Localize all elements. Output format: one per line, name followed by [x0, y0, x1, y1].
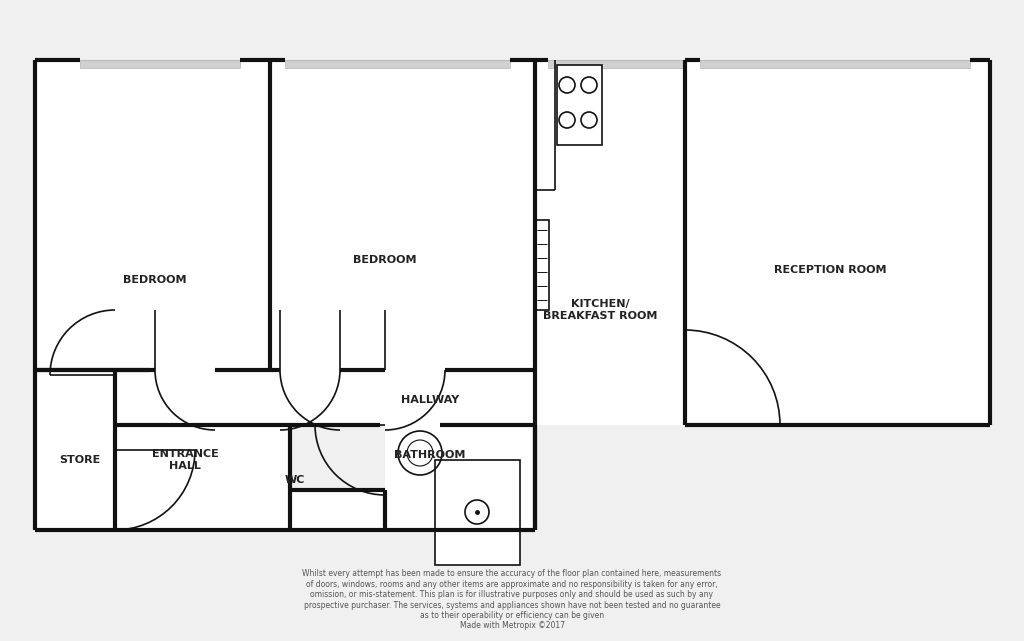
Bar: [685, 60, 990, 425]
Bar: [535, 220, 549, 310]
Bar: [385, 370, 535, 530]
Bar: [285, 60, 510, 68]
Text: BEDROOM: BEDROOM: [353, 255, 417, 265]
Text: WC: WC: [285, 475, 305, 485]
Bar: [435, 460, 520, 565]
Text: BATHROOM: BATHROOM: [394, 450, 466, 460]
Text: Whilst every attempt has been made to ensure the accuracy of the floor plan cont: Whilst every attempt has been made to en…: [302, 569, 722, 631]
Text: KITCHEN/
BREAKFAST ROOM: KITCHEN/ BREAKFAST ROOM: [543, 299, 657, 320]
Text: RECEPTION ROOM: RECEPTION ROOM: [774, 265, 886, 275]
Bar: [557, 65, 602, 145]
Text: BEDROOM: BEDROOM: [123, 275, 186, 285]
Bar: [80, 60, 240, 68]
Bar: [115, 370, 290, 530]
Bar: [35, 370, 115, 530]
Text: STORE: STORE: [59, 455, 100, 465]
Bar: [35, 60, 270, 370]
Bar: [548, 60, 685, 68]
Bar: [115, 370, 535, 425]
Text: ENTRANCE
HALL: ENTRANCE HALL: [152, 449, 218, 470]
Bar: [270, 60, 535, 370]
Bar: [290, 490, 385, 530]
Text: HALLWAY: HALLWAY: [400, 395, 459, 405]
Bar: [535, 60, 685, 425]
Bar: [700, 60, 970, 68]
